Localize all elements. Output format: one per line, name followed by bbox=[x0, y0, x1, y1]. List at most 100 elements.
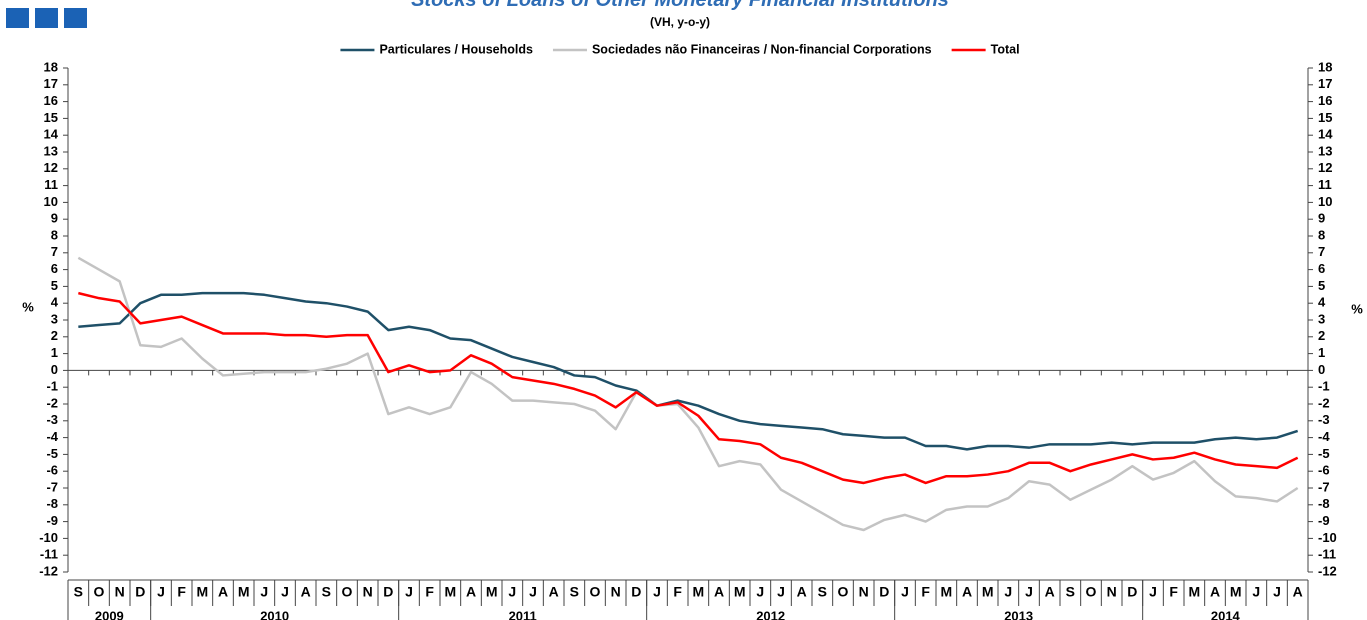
y-tick-label: 13 bbox=[44, 143, 58, 158]
y-tick-label: -9 bbox=[46, 513, 58, 528]
y2-tick-label: 7 bbox=[1318, 244, 1325, 259]
series-line bbox=[78, 291, 1299, 485]
x-tick-label: A bbox=[549, 584, 559, 600]
y-tick-label: -7 bbox=[46, 479, 58, 494]
series-line bbox=[78, 291, 1299, 451]
logo-square bbox=[64, 8, 87, 28]
x-tick-label: J bbox=[1149, 584, 1157, 600]
y-tick-label: 4 bbox=[51, 295, 59, 310]
y2-tick-label: 18 bbox=[1318, 59, 1332, 74]
y-tick-label: 12 bbox=[44, 160, 58, 175]
y2-tick-label: 0 bbox=[1318, 362, 1325, 377]
x-tick-label: M bbox=[486, 584, 498, 600]
legend-label: Sociedades não Financeiras / Non-financi… bbox=[592, 42, 932, 56]
year-label: 2009 bbox=[95, 608, 124, 620]
x-tick-label: J bbox=[653, 584, 661, 600]
x-tick-label: N bbox=[859, 584, 869, 600]
y2-tick-label: -5 bbox=[1318, 446, 1330, 461]
y2-tick-label: 8 bbox=[1318, 227, 1325, 242]
x-tick-label: F bbox=[1169, 584, 1178, 600]
x-tick-label: D bbox=[879, 584, 889, 600]
y-tick-label: 10 bbox=[44, 194, 58, 209]
y2-tick-label: -6 bbox=[1318, 463, 1330, 478]
x-tick-label: N bbox=[363, 584, 373, 600]
x-tick-label: A bbox=[714, 584, 724, 600]
x-tick-label: F bbox=[177, 584, 186, 600]
y-tick-label: -5 bbox=[46, 446, 58, 461]
y-tick-label: 1 bbox=[51, 345, 58, 360]
x-tick-label: A bbox=[962, 584, 972, 600]
y-tick-label: 5 bbox=[51, 278, 58, 293]
y2-tick-label: -3 bbox=[1318, 412, 1330, 427]
y2-tick-label: 10 bbox=[1318, 194, 1332, 209]
y2-tick-label: -11 bbox=[1318, 547, 1336, 562]
year-label: 2010 bbox=[260, 608, 289, 620]
chart-subtitle: (VH, y-o-y) bbox=[650, 15, 710, 29]
y2-tick-label: 9 bbox=[1318, 211, 1325, 226]
x-tick-label: N bbox=[115, 584, 125, 600]
y-tick-label: 11 bbox=[44, 177, 58, 192]
y-tick-label: -11 bbox=[40, 547, 58, 562]
y2-tick-label: 13 bbox=[1318, 143, 1332, 158]
y2-tick-label: -9 bbox=[1318, 513, 1330, 528]
y-tick-label: 3 bbox=[51, 311, 58, 326]
y2-tick-label: 16 bbox=[1318, 93, 1332, 108]
x-tick-label: D bbox=[135, 584, 145, 600]
year-label: 2012 bbox=[756, 608, 785, 620]
y2-tick-label: 11 bbox=[1318, 177, 1332, 192]
x-tick-label: J bbox=[281, 584, 289, 600]
x-tick-label: S bbox=[74, 584, 83, 600]
y-tick-label: 15 bbox=[44, 110, 58, 125]
x-tick-label: A bbox=[797, 584, 807, 600]
y-tick-label: 8 bbox=[51, 227, 58, 242]
x-tick-label: S bbox=[570, 584, 579, 600]
y2-tick-label: -1 bbox=[1318, 379, 1330, 394]
x-tick-label: F bbox=[425, 584, 434, 600]
x-tick-label: M bbox=[1230, 584, 1242, 600]
year-label: 2014 bbox=[1211, 608, 1241, 620]
x-tick-label: M bbox=[238, 584, 250, 600]
x-tick-label: D bbox=[383, 584, 393, 600]
x-tick-label: A bbox=[466, 584, 476, 600]
x-tick-label: O bbox=[838, 584, 849, 600]
x-tick-label: J bbox=[1004, 584, 1012, 600]
y-tick-label: -10 bbox=[39, 530, 58, 545]
y-tick-label: -8 bbox=[46, 496, 58, 511]
y2-tick-label: 4 bbox=[1318, 295, 1326, 310]
x-tick-label: A bbox=[1210, 584, 1220, 600]
x-tick-label: J bbox=[157, 584, 165, 600]
x-tick-label: A bbox=[301, 584, 311, 600]
chart-title: Stocks of Loans of Other Monetary Financ… bbox=[411, 0, 949, 11]
x-tick-label: S bbox=[322, 584, 331, 600]
x-tick-label: M bbox=[940, 584, 952, 600]
y-tick-label: -12 bbox=[39, 563, 58, 578]
logo-square bbox=[35, 8, 58, 28]
y2-tick-label: 3 bbox=[1318, 311, 1325, 326]
x-tick-label: O bbox=[1086, 584, 1097, 600]
x-tick-label: M bbox=[692, 584, 704, 600]
year-label: 2011 bbox=[509, 608, 537, 620]
y-tick-label: -1 bbox=[46, 379, 58, 394]
y-tick-label: 16 bbox=[44, 93, 58, 108]
x-tick-label: F bbox=[921, 584, 930, 600]
x-tick-label: J bbox=[529, 584, 537, 600]
y2-tick-label: 2 bbox=[1318, 328, 1325, 343]
y2-tick-label: 5 bbox=[1318, 278, 1325, 293]
y2-tick-label: -12 bbox=[1318, 563, 1337, 578]
y-tick-label: 17 bbox=[44, 76, 58, 91]
x-tick-label: M bbox=[444, 584, 456, 600]
y2-tick-label: 6 bbox=[1318, 261, 1325, 276]
x-tick-label: J bbox=[756, 584, 764, 600]
y2-tick-label: -4 bbox=[1318, 429, 1330, 444]
y-tick-label: -3 bbox=[46, 412, 58, 427]
y2-tick-label: -7 bbox=[1318, 479, 1330, 494]
x-tick-label: M bbox=[196, 584, 208, 600]
y2-tick-label: -8 bbox=[1318, 496, 1330, 511]
x-tick-label: S bbox=[818, 584, 827, 600]
y-axis-label: % bbox=[22, 299, 34, 314]
y-tick-label: 6 bbox=[51, 261, 58, 276]
y-tick-label: 2 bbox=[51, 328, 58, 343]
x-tick-label: J bbox=[777, 584, 785, 600]
x-tick-label: M bbox=[1188, 584, 1200, 600]
